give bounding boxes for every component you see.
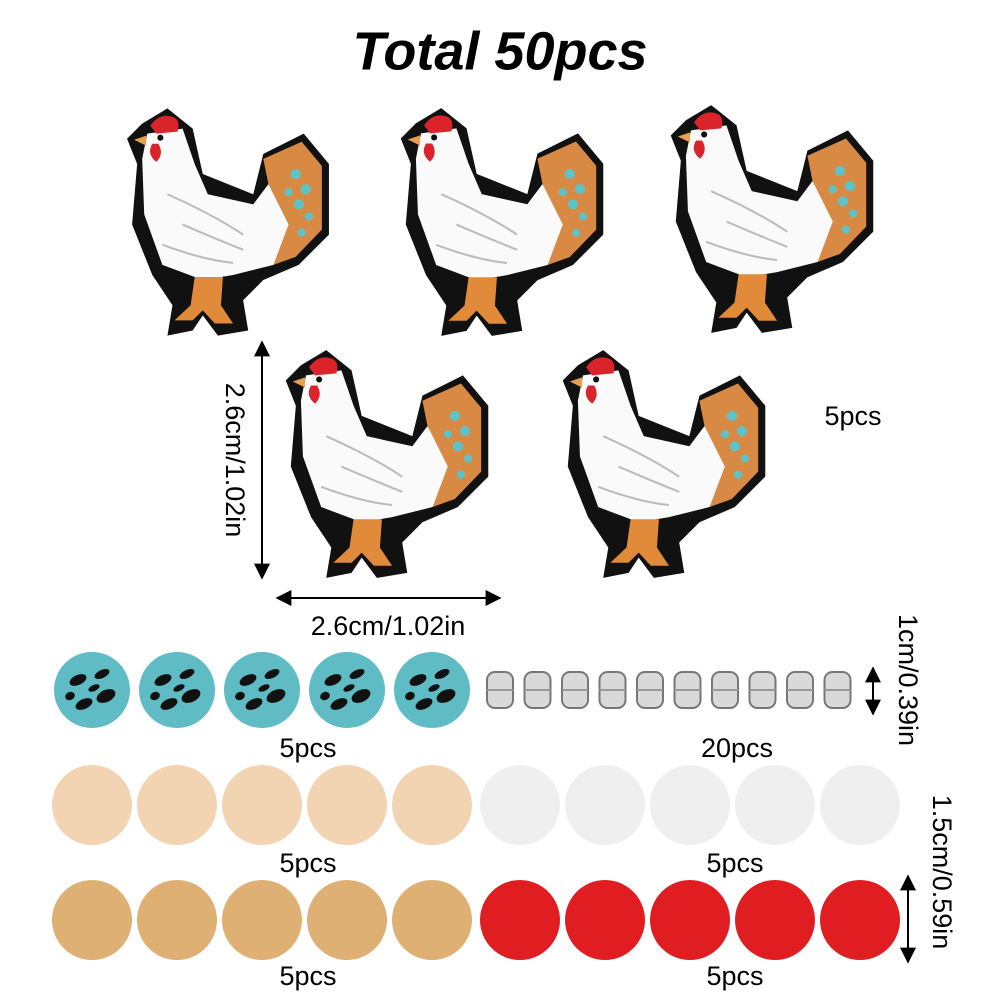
bead-spot (434, 669, 450, 679)
bead-count: 20pcs (701, 733, 773, 763)
round-bead (735, 880, 815, 960)
bead-count: 5pcs (706, 961, 763, 991)
bead-count: 5pcs (279, 733, 336, 763)
round-bead (307, 765, 387, 845)
bead-spot (324, 674, 342, 686)
round-bead (137, 765, 217, 845)
bead-spot (160, 698, 178, 710)
chicken-bead (669, 104, 875, 334)
bead-spot (173, 684, 185, 692)
chicken-bead (399, 107, 605, 337)
round-bead (137, 880, 217, 960)
round-bead (392, 880, 472, 960)
bead-spot (235, 691, 245, 701)
round-bead (650, 765, 730, 845)
round-bead (52, 880, 132, 960)
bead-spot (330, 698, 348, 710)
spacer-size: 1cm/0.39in (893, 614, 923, 746)
round-bead (52, 765, 132, 845)
bead-spot (409, 674, 427, 686)
bead-count: 5pcs (279, 961, 336, 991)
bead-spot (428, 684, 440, 692)
chicken-bead (284, 349, 490, 579)
bead-spot (181, 689, 201, 703)
round-bead (222, 765, 302, 845)
round-bead (820, 880, 900, 960)
bead-spot (266, 689, 286, 703)
bead-spot (264, 669, 280, 679)
round-bead (222, 880, 302, 960)
round-bead (820, 765, 900, 845)
bead-spot (94, 669, 110, 679)
bead-spot (436, 689, 456, 703)
bead-spot (154, 674, 172, 686)
bead-size: 1.5cm/0.59in (927, 795, 957, 950)
bead-spot (405, 691, 415, 701)
bead-count: 5pcs (706, 848, 763, 878)
round-bead (392, 765, 472, 845)
bead-spot (75, 698, 93, 710)
bead-spot (349, 669, 365, 679)
round-bead (650, 880, 730, 960)
bead-spot (245, 698, 263, 710)
chicken-bead (561, 349, 767, 579)
bead-spot (351, 689, 371, 703)
bead-spot (179, 669, 195, 679)
bead-spot (88, 684, 100, 692)
bead-spot (69, 674, 87, 686)
round-bead (480, 880, 560, 960)
round-bead (307, 880, 387, 960)
bead-spot (239, 674, 257, 686)
chicken-height: 2.6cm/1.02in (220, 383, 250, 538)
bead-set (52, 652, 900, 960)
bead-spot (320, 691, 330, 701)
title: Total 50pcs (352, 21, 647, 81)
chicken-count: 5pcs (824, 401, 881, 431)
bead-count: 5pcs (279, 848, 336, 878)
round-bead (480, 765, 560, 845)
bead-spot (258, 684, 270, 692)
round-bead (565, 880, 645, 960)
bead-spot (343, 684, 355, 692)
bead-spot (65, 691, 75, 701)
round-bead (565, 765, 645, 845)
bead-spot (96, 689, 116, 703)
chicken-bead (126, 107, 330, 337)
chicken-width: 2.6cm/1.02in (311, 611, 466, 641)
round-bead (735, 765, 815, 845)
bead-spot (415, 698, 433, 710)
bead-spot (150, 691, 160, 701)
